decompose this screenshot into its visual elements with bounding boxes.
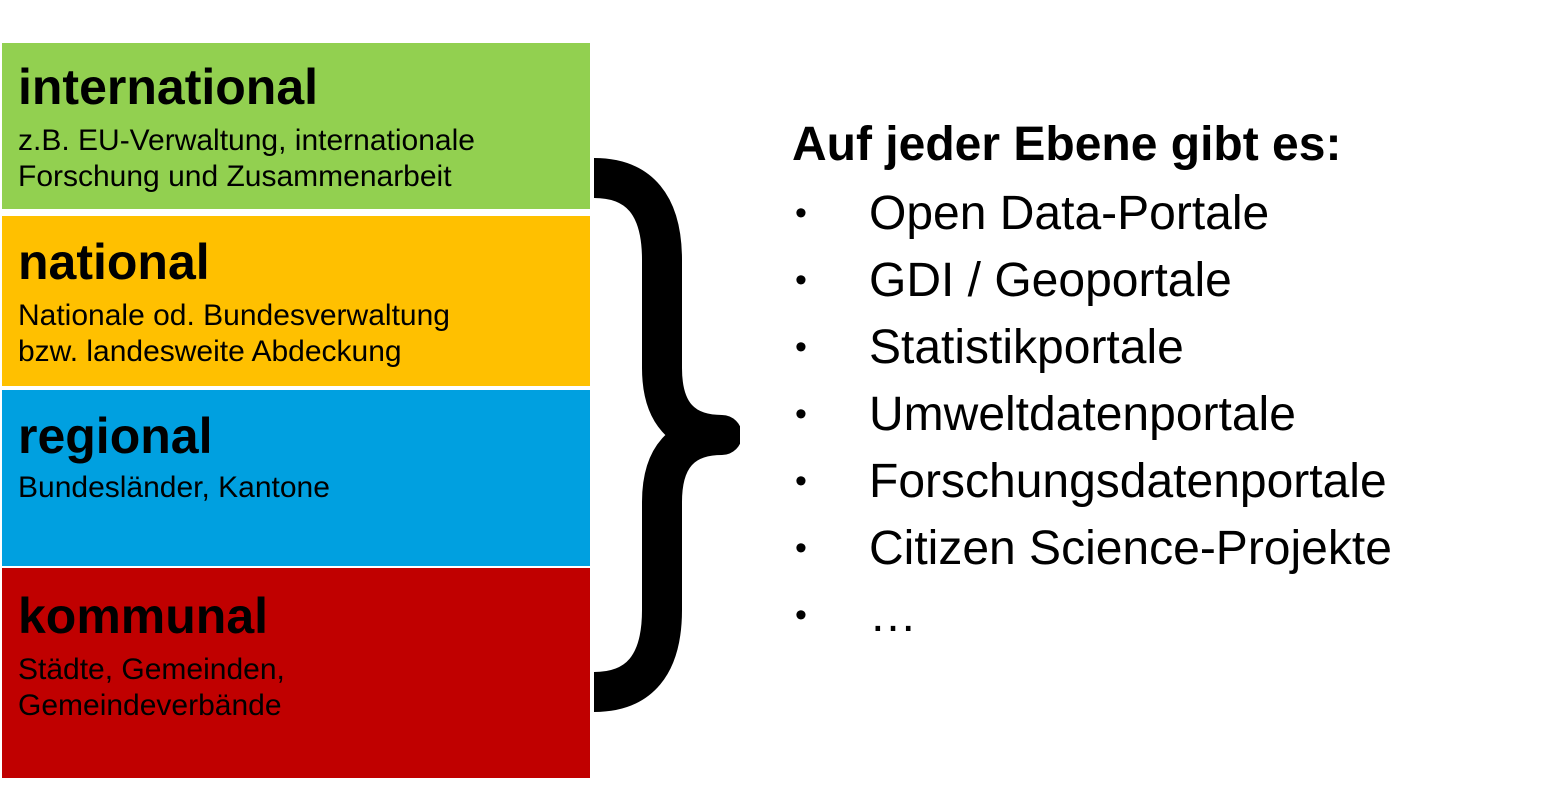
level-international: international z.B. EU-Verwaltung, intern… bbox=[2, 43, 590, 209]
list-item-label: Citizen Science-Projekte bbox=[869, 522, 1392, 575]
list-item-label: GDI / Geoportale bbox=[869, 254, 1232, 307]
list-item: • Statistikportale bbox=[792, 314, 1532, 381]
bullet-icon: • bbox=[795, 194, 807, 232]
level-title: regional bbox=[18, 408, 213, 464]
bullet-icon: • bbox=[795, 529, 807, 567]
list-item: •… bbox=[792, 582, 1532, 649]
level-description: Nationale od. Bundesverwaltung bzw. land… bbox=[18, 299, 450, 368]
level-regional: regional Bundesländer, Kantone bbox=[2, 390, 590, 566]
level-description: z.B. EU-Verwaltung, internationale Forsc… bbox=[18, 124, 475, 193]
list-item-label: Statistikportale bbox=[869, 321, 1184, 374]
level-national: national Nationale od. Bundesverwaltung … bbox=[2, 216, 590, 386]
bullet-icon: • bbox=[795, 261, 807, 299]
bullet-icon: • bbox=[795, 462, 807, 500]
bullet-icon: • bbox=[795, 596, 807, 634]
list-item: • Citizen Science-Projekte bbox=[792, 515, 1532, 582]
portals-list: • Open Data-Portale • GDI / Geoportale • St… bbox=[792, 180, 1532, 649]
portals-block: Auf jeder Ebene gibt es: • Open Data-Port… bbox=[792, 110, 1532, 649]
level-kommunal: kommunal Städte, Gemeinden, Gemeindeverb… bbox=[2, 568, 590, 778]
list-item: • Forschungsdatenportale bbox=[792, 448, 1532, 515]
list-item-label: Umweltdatenportale bbox=[869, 388, 1296, 441]
portals-heading: Auf jeder Ebene gibt es: bbox=[792, 118, 1342, 171]
list-item: • GDI / Geoportale bbox=[792, 247, 1532, 314]
level-title: kommunal bbox=[18, 588, 269, 644]
level-title: national bbox=[18, 234, 210, 290]
level-description: Bundesländer, Kantone bbox=[18, 471, 330, 504]
list-item-label: Open Data-Portale bbox=[869, 187, 1270, 240]
list-item: • Umweltdatenportale bbox=[792, 381, 1532, 448]
bullet-icon: • bbox=[795, 395, 807, 433]
level-description: Städte, Gemeinden, Gemeindeverbände bbox=[18, 653, 285, 722]
list-item: • Open Data-Portale bbox=[792, 180, 1532, 247]
bullet-icon: • bbox=[795, 328, 807, 366]
level-title: international bbox=[18, 59, 319, 115]
list-item-label: … bbox=[869, 589, 917, 642]
right-curly-brace-icon bbox=[593, 158, 740, 712]
list-item-label: Forschungsdatenportale bbox=[869, 455, 1387, 508]
